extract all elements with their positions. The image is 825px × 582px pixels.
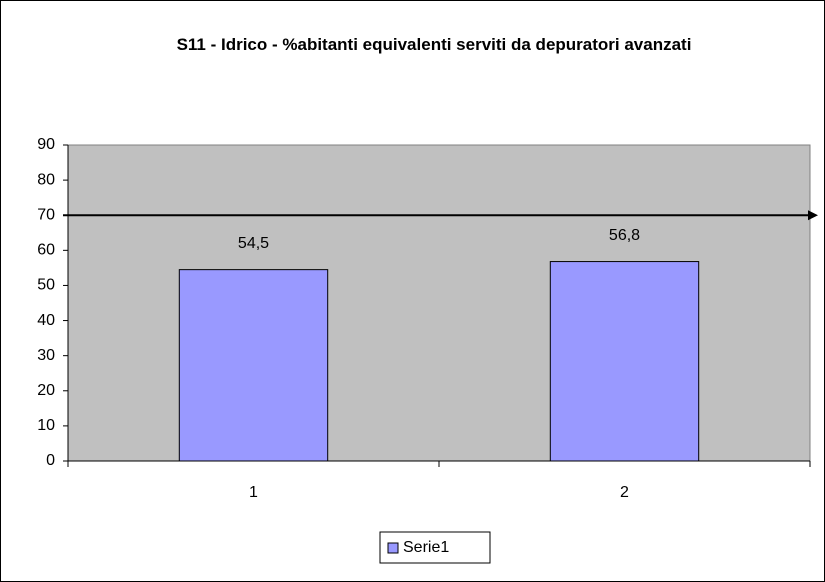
bar <box>178 269 329 462</box>
y-tick-label: 10 <box>37 417 55 434</box>
y-tick-label: 80 <box>37 171 55 188</box>
data-label: 56,8 <box>609 227 640 244</box>
y-tick-label: 20 <box>37 382 55 399</box>
y-tick-label: 0 <box>46 452 55 469</box>
reference-arrow <box>808 210 818 221</box>
y-tick-label: 30 <box>37 347 55 364</box>
y-tick-label: 40 <box>37 312 55 329</box>
y-tick-label: 70 <box>37 206 55 223</box>
y-tick-label: 50 <box>37 277 55 294</box>
x-tick-label: 2 <box>620 484 629 501</box>
bar <box>549 261 700 462</box>
legend-swatch <box>387 542 399 554</box>
y-tick-label: 90 <box>37 136 55 153</box>
y-tick-label: 60 <box>37 242 55 259</box>
data-label: 54,5 <box>238 235 269 252</box>
chart-title: S11 - Idrico - %abitanti equivalenti ser… <box>176 35 692 54</box>
legend-label: Serie1 <box>403 539 449 556</box>
x-tick-label: 1 <box>249 484 258 501</box>
